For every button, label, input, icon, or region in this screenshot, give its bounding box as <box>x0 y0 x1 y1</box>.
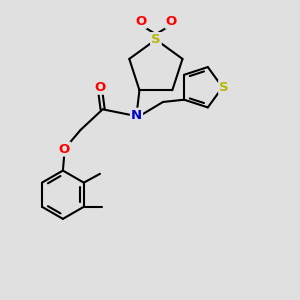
Text: O: O <box>94 81 105 94</box>
Text: O: O <box>166 15 177 28</box>
Text: O: O <box>135 15 146 28</box>
Text: S: S <box>219 81 229 94</box>
Text: N: N <box>131 109 142 122</box>
Text: O: O <box>59 142 70 156</box>
Text: S: S <box>151 33 161 46</box>
